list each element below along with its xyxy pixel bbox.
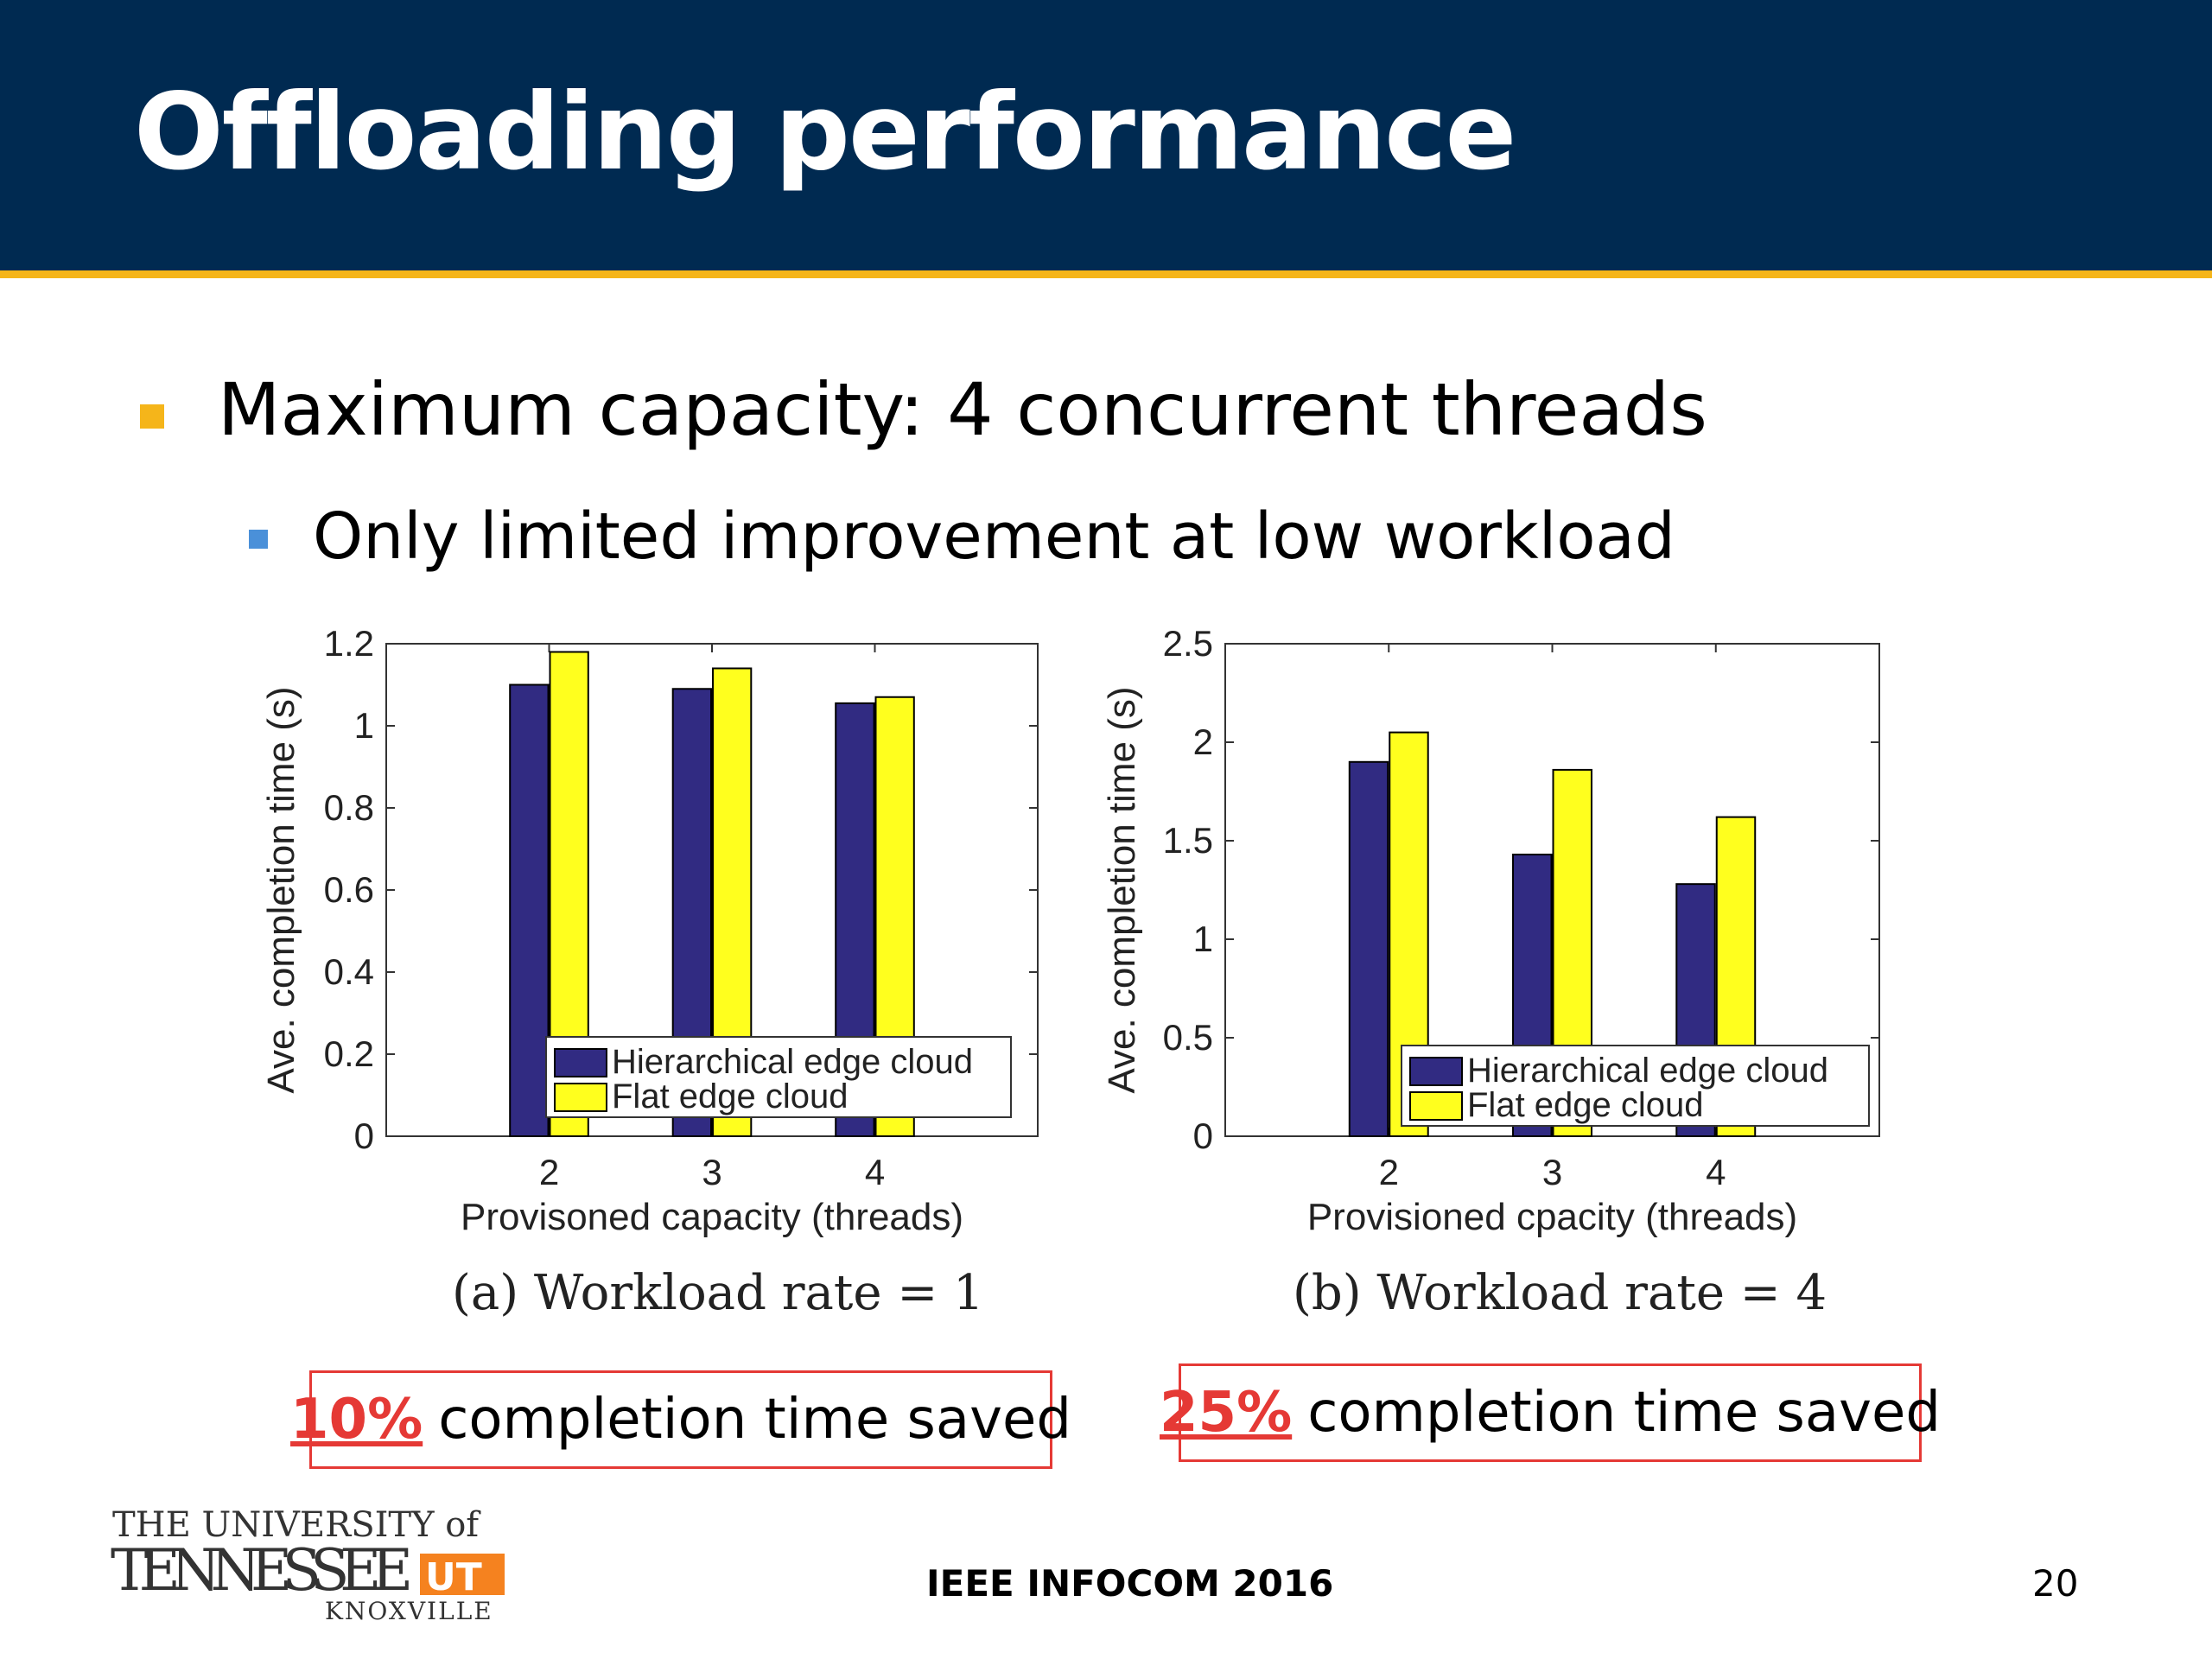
title-bar [0,0,2212,270]
title-bar-stripe [0,270,2212,278]
chart-a-legend-swatch [554,1048,607,1077]
chart-a-bar [509,683,550,1137]
sub-bullet-square-icon [249,530,268,549]
chart-b-xtick-label: 2 [1379,1152,1399,1192]
chart-a-ytick-label: 1.2 [324,623,374,664]
chart-a-ylabel: Ave. completion time (s) [260,686,302,1093]
chart-b-xlabel: Provisioned cpacity (threads) [1307,1196,1797,1238]
chart-a-ytick-label: 0.8 [324,787,374,828]
savings-percent-b: 25% [1160,1381,1293,1445]
chart-b-legend-label: Flat edge cloud [1467,1086,1704,1124]
chart-a-xtick-label: 4 [865,1152,885,1192]
chart-b-ytick-label: 2 [1193,721,1213,762]
chart-b-ytick-label: 0 [1193,1116,1213,1156]
chart-a-ytick-label: 0.2 [324,1033,374,1074]
chart-b-caption: (b) Workload rate = 4 [1293,1265,1827,1321]
savings-box-a: 10% completion time saved [290,1370,1071,1469]
chart-a-legend-swatch [554,1083,607,1112]
chart-b-ytick-label: 1 [1193,918,1213,959]
slide-title: Offloading performance [134,71,1516,194]
chart-a-legend [545,1036,1012,1118]
chart-b-legend [1401,1045,1870,1127]
chart-a-xtick-label: 2 [539,1152,559,1192]
bullet-main: Maximum capacity: 4 concurrent threads [218,367,1707,452]
svg-text:KNOXVILLE: KNOXVILLE [325,1597,493,1624]
chart-b-xtick-label: 3 [1542,1152,1562,1192]
chart-a-ytick-label: 1 [354,705,374,746]
bullet-sub: Only limited improvement at low workload [313,499,1675,574]
svg-text:TENNESSEE: TENNESSEE [111,1537,413,1604]
chart-b-legend-swatch [1409,1057,1463,1086]
chart-a-caption: (a) Workload rate = 1 [452,1265,984,1321]
chart-b-ytick-label: 0.5 [1163,1017,1213,1058]
page-number: 20 [2032,1562,2079,1605]
chart-a-ytick-label: 0.6 [324,869,374,910]
chart-b-xtick-label: 4 [1706,1152,1726,1192]
savings-box-b: 25% completion time saved [1160,1363,1941,1462]
chart-b-ytick-label: 2.5 [1163,623,1213,664]
savings-text-a: completion time saved [438,1388,1071,1452]
chart-b-ylabel: Ave. completion time (s) [1101,686,1143,1093]
savings-percent-a: 10% [290,1388,423,1452]
chart-a-ytick-label: 0.4 [324,951,374,992]
savings-text-b: completion time saved [1307,1381,1941,1445]
footer-conference: IEEE INFOCOM 2016 [926,1562,1334,1605]
chart-b-bar [1348,760,1389,1137]
bullet-square-icon [140,404,164,429]
chart-a-legend-label: Flat edge cloud [612,1077,849,1116]
chart-b-legend-label: Hierarchical edge cloud [1467,1052,1828,1090]
university-logo: THE UNIVERSITY of TENNESSEE UT KNOXVILLE [111,1505,505,1624]
chart-b-legend-swatch [1409,1091,1463,1121]
svg-text:THE UNIVERSITY of: THE UNIVERSITY of [112,1505,481,1545]
chart-a-xtick-label: 3 [702,1152,721,1192]
chart-a-legend-label: Hierarchical edge cloud [612,1043,973,1081]
chart-b-ytick-label: 1.5 [1163,820,1213,861]
svg-text:UT: UT [425,1555,482,1599]
chart-a-xlabel: Provisoned capacity (threads) [461,1196,963,1238]
chart-a-ytick-label: 0 [354,1116,374,1156]
